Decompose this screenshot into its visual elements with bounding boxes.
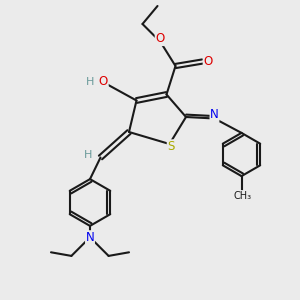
Text: CH₃: CH₃ bbox=[234, 190, 252, 201]
Text: O: O bbox=[203, 55, 212, 68]
Text: N: N bbox=[210, 108, 219, 122]
Text: H: H bbox=[84, 149, 93, 160]
Text: S: S bbox=[167, 140, 175, 153]
Text: H: H bbox=[86, 76, 94, 87]
Text: O: O bbox=[99, 75, 108, 88]
Text: N: N bbox=[85, 231, 94, 244]
Text: O: O bbox=[155, 32, 164, 46]
